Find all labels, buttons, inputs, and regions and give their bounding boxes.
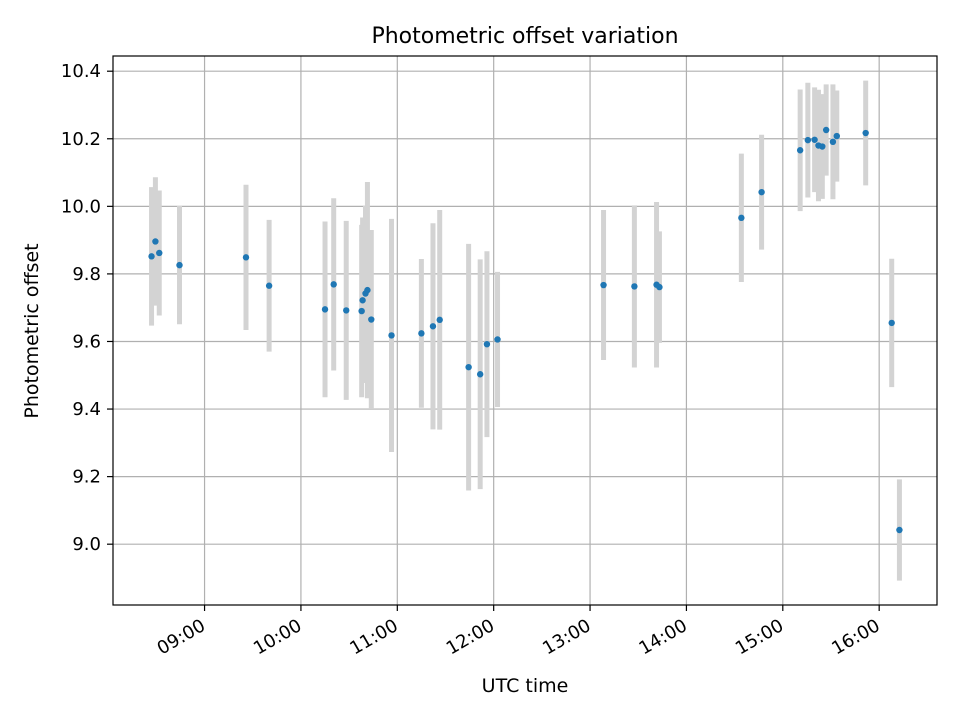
data-point — [494, 336, 501, 343]
data-point — [364, 286, 371, 294]
y-tick-label: 9.4 — [72, 399, 101, 420]
data-point — [343, 307, 350, 314]
data-point — [796, 147, 804, 154]
data-point — [758, 188, 765, 196]
y-tick-label: 10.2 — [61, 129, 101, 150]
data-point — [811, 136, 818, 143]
data-point — [418, 330, 425, 337]
data-point — [465, 363, 472, 371]
data-point — [829, 138, 837, 146]
y-tick-label: 9.6 — [72, 331, 101, 352]
data-point — [862, 129, 869, 137]
y-tick-label: 9.8 — [72, 264, 101, 285]
data-point — [359, 297, 366, 304]
data-points — [148, 126, 903, 534]
chart-title: Photometric offset variation — [371, 24, 678, 49]
data-point — [738, 214, 745, 222]
y-tick-label: 9.0 — [72, 534, 101, 555]
data-point — [483, 340, 491, 348]
data-point — [888, 319, 895, 327]
y-axis: 9.0 9.2 9.4 9.6 9.8 10.0 10.2 10.4 — [61, 61, 113, 555]
data-point — [152, 238, 159, 245]
data-point — [822, 126, 830, 134]
data-point — [156, 249, 163, 257]
y-axis-label: Photometric offset — [21, 243, 43, 418]
data-point — [804, 136, 812, 144]
data-point — [358, 307, 365, 315]
y-tick-label: 10.0 — [61, 196, 101, 217]
data-point — [368, 316, 375, 323]
data-point — [176, 261, 183, 269]
data-point — [330, 281, 337, 288]
data-point — [833, 132, 840, 140]
data-point — [429, 323, 437, 330]
data-point — [631, 283, 638, 290]
data-point — [600, 281, 607, 289]
data-point — [476, 371, 484, 378]
y-tick-label: 10.4 — [61, 61, 101, 82]
grid — [113, 56, 937, 605]
data-point — [265, 282, 273, 289]
data-point — [242, 254, 250, 261]
x-axis-label: UTC time — [482, 675, 569, 697]
data-point — [896, 526, 903, 534]
data-point — [656, 283, 663, 291]
data-point — [148, 253, 155, 260]
plot-frame — [112, 55, 938, 606]
data-point — [436, 316, 443, 324]
data-point — [819, 143, 826, 150]
data-point — [388, 332, 395, 339]
data-point — [321, 306, 329, 313]
y-tick-label: 9.2 — [72, 467, 101, 488]
